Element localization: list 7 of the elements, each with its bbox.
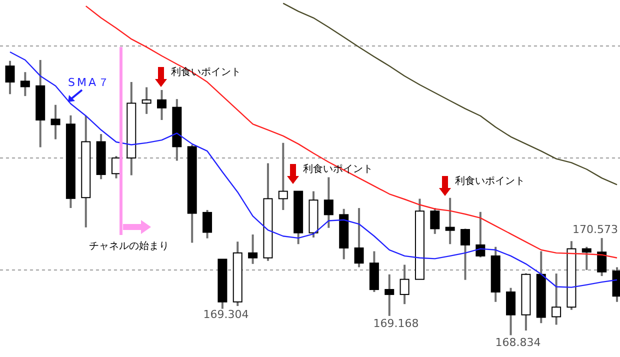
annotation: 利食いポイント <box>455 175 525 187</box>
annotation: 169.168 <box>373 317 419 330</box>
annotation: チャネルの始まり <box>89 241 169 252</box>
annotation: 170.573 <box>572 223 618 236</box>
text: 168.834 <box>495 336 541 349</box>
annotation: SMA７ <box>68 76 111 89</box>
annotation: 169.304 <box>203 308 249 321</box>
